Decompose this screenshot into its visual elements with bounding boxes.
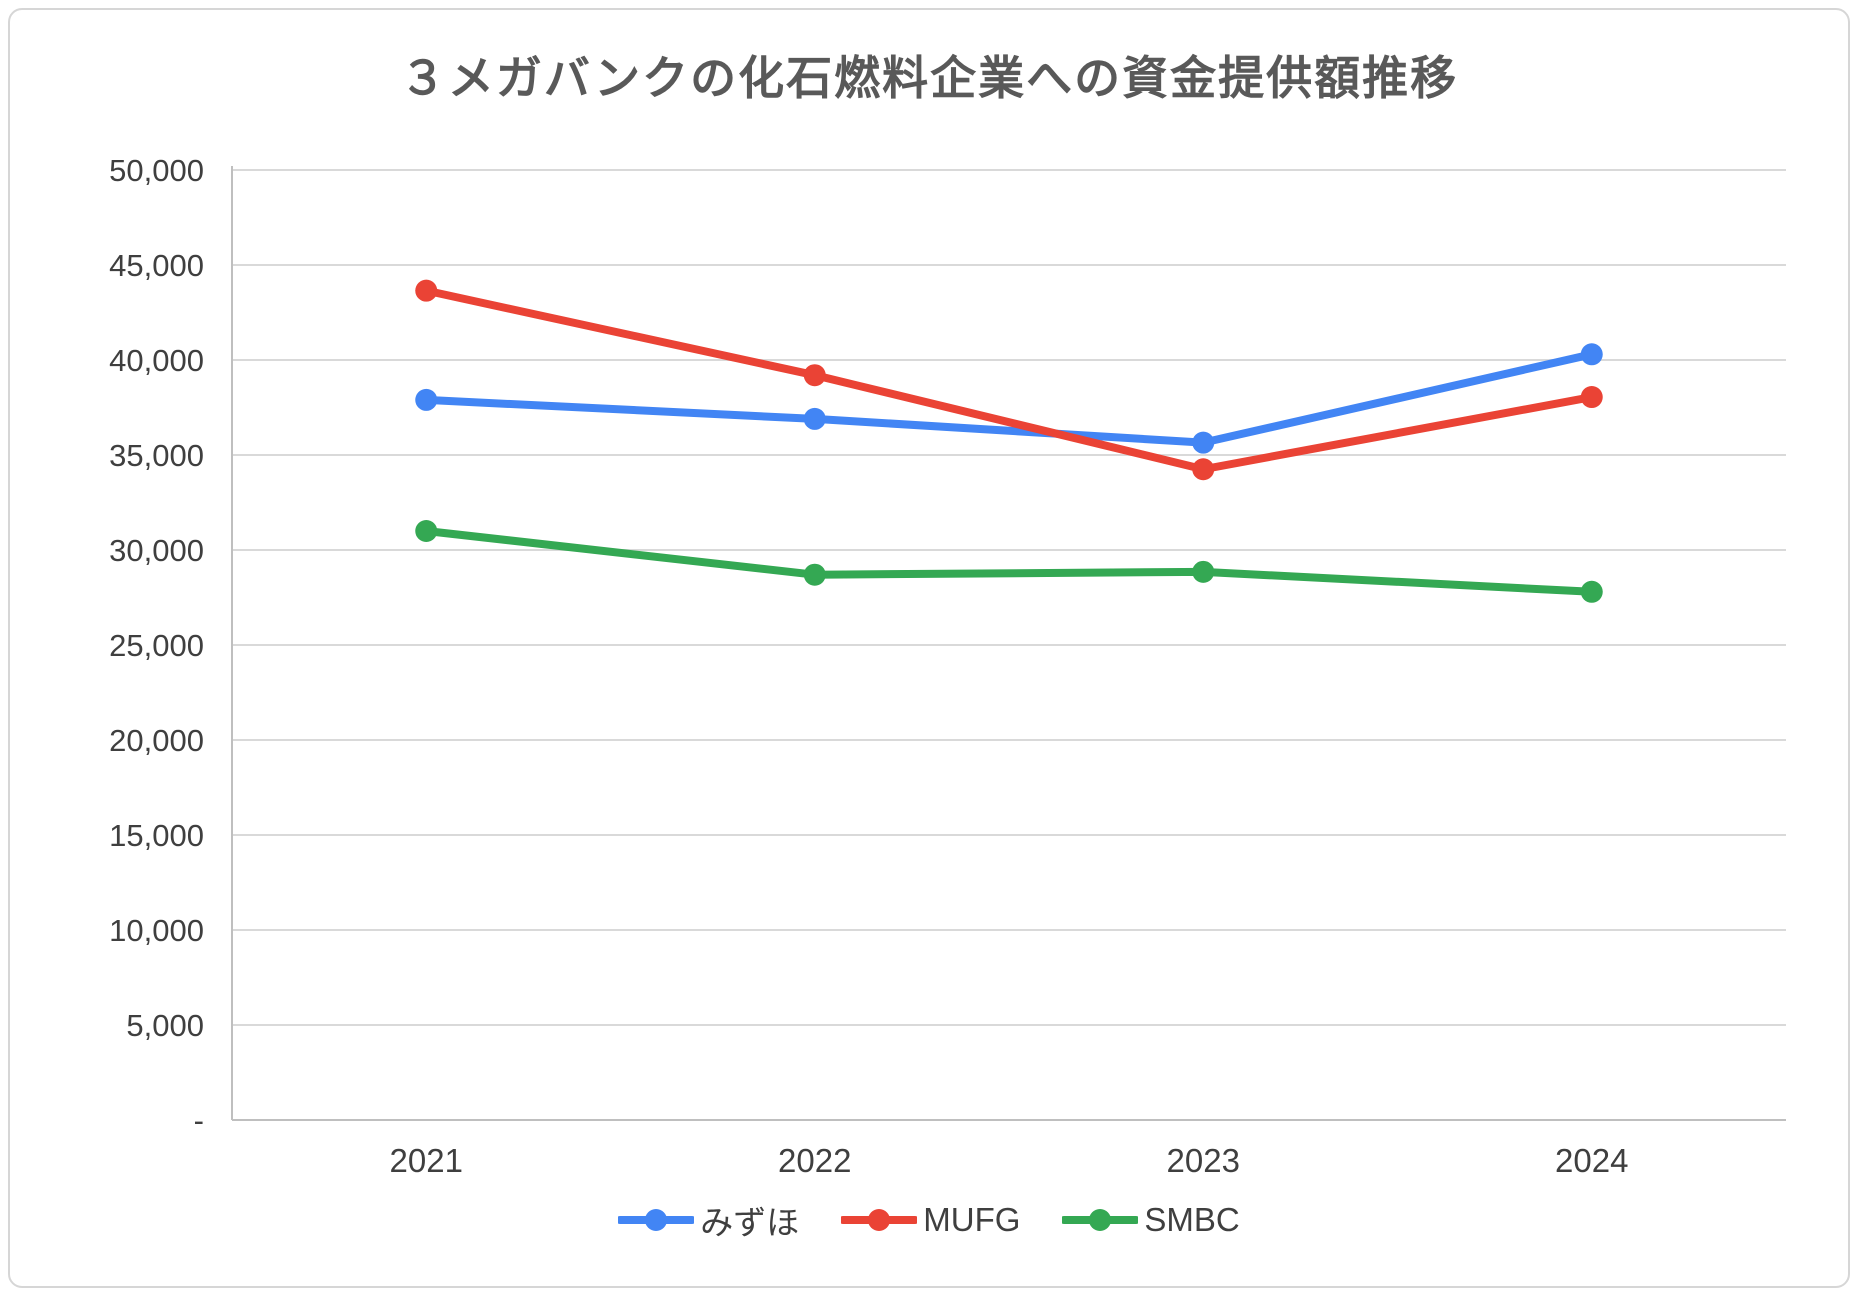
y-axis-tick-label: 30,000 — [109, 533, 204, 568]
legend-label: SMBC — [1144, 1201, 1240, 1238]
chart-legend: みずほ MUFG SMBC — [0, 1196, 1858, 1244]
legend-label: みずほ — [700, 1204, 800, 1241]
series-marker-みずほ — [415, 388, 438, 411]
legend-item-みずほ: みずほ — [618, 1196, 799, 1244]
series-marker-MUFG — [1580, 386, 1603, 409]
y-axis-tick-label: 5,000 — [126, 1008, 204, 1043]
legend-label: MUFG — [923, 1201, 1021, 1238]
legend-swatch-icon — [618, 1209, 695, 1231]
y-axis-tick-label: 50,000 — [109, 153, 204, 188]
series-marker-SMBC — [415, 520, 438, 542]
series-marker-MUFG — [1192, 458, 1215, 481]
legend-swatch-icon — [841, 1209, 918, 1231]
legend-item-MUFG: MUFG — [841, 1201, 1020, 1239]
y-axis-tick-label: 15,000 — [109, 818, 204, 853]
legend-marker — [645, 1209, 668, 1231]
y-axis-tick-label: 40,000 — [109, 343, 204, 378]
y-axis-tick-label: 10,000 — [109, 913, 204, 948]
legend-marker — [868, 1209, 891, 1231]
series-marker-みずほ — [1580, 343, 1603, 366]
series-marker-みずほ — [1192, 431, 1215, 454]
x-axis-tick-label: 2023 — [1167, 1142, 1240, 1179]
x-axis-tick-label: 2021 — [390, 1142, 463, 1179]
y-axis-tick-label: 35,000 — [109, 438, 204, 473]
series-line-MUFG — [422, 286, 1596, 474]
y-axis-tick-label: 20,000 — [109, 723, 204, 758]
y-axis-tick-label: 45,000 — [109, 248, 204, 283]
legend-marker — [1089, 1209, 1112, 1231]
x-axis-tick-label: 2022 — [778, 1142, 851, 1179]
y-axis-tick-label: 25,000 — [109, 628, 204, 663]
series-marker-みずほ — [803, 407, 826, 430]
series-marker-MUFG — [803, 364, 826, 387]
series-marker-MUFG — [415, 279, 438, 302]
series-marker-SMBC — [1192, 560, 1215, 583]
series-marker-SMBC — [1580, 580, 1603, 603]
x-axis-tick-label: 2024 — [1555, 1142, 1628, 1179]
legend-item-SMBC: SMBC — [1062, 1201, 1240, 1239]
series-marker-SMBC — [803, 563, 826, 586]
y-axis-tick-label: - — [194, 1103, 204, 1138]
legend-swatch-icon — [1062, 1209, 1139, 1231]
chart-title: ３メガバンクの化石燃料企業への資金提供額推移 — [399, 52, 1459, 104]
series-line-みずほ — [422, 350, 1596, 447]
series-line-SMBC — [422, 527, 1596, 596]
